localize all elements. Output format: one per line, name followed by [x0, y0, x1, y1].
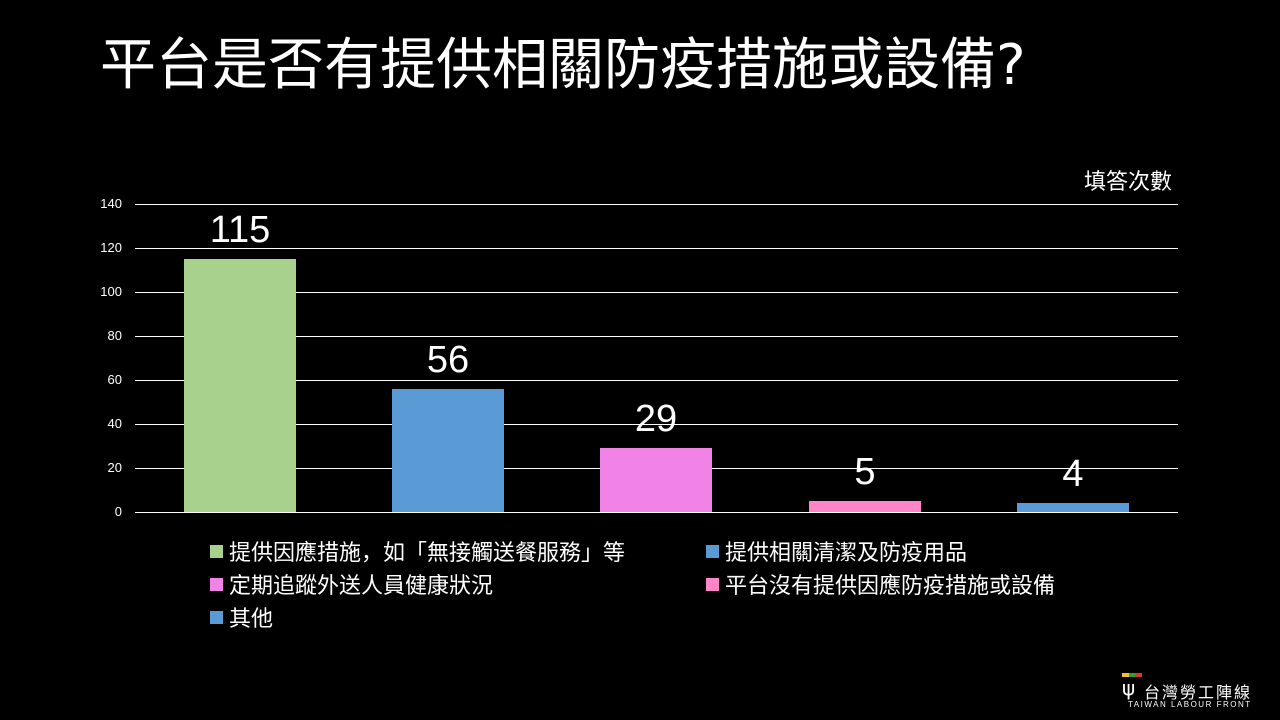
logo-stripe-segment [1135, 673, 1143, 677]
gridline [135, 424, 1178, 425]
legend-swatch-icon [706, 577, 719, 591]
y-tick-label: 60 [107, 372, 122, 387]
legend-item: 其他 [210, 601, 273, 633]
slide-title: 平台是否有提供相關防疫措施或設備? [100, 33, 1026, 98]
legend-item: 提供相關清潔及防疫用品 [706, 535, 967, 567]
data-label: 29 [634, 398, 678, 440]
bar [600, 448, 712, 512]
logo-stripe-segment [1128, 673, 1136, 677]
data-label: 4 [1062, 453, 1084, 495]
y-tick-label: 100 [100, 284, 122, 299]
legend-label: 提供相關清潔及防疫用品 [725, 541, 968, 566]
gridline [135, 292, 1178, 293]
gridline [135, 380, 1178, 381]
logo-stripe-segment [1122, 673, 1129, 677]
legend-item: 平台沒有提供因應防疫措施或設備 [706, 568, 1055, 600]
data-label: 56 [426, 339, 470, 381]
gridline [135, 336, 1178, 337]
gridline [135, 204, 1178, 205]
legend-label: 定期追蹤外送人員健康狀況 [229, 574, 494, 599]
y-tick-label: 140 [100, 196, 122, 211]
legend-label: 提供因應措施，如「無接觸送餐服務」等 [229, 541, 626, 566]
gridline [135, 512, 1178, 513]
bar [184, 259, 296, 512]
legend-label: 其他 [229, 607, 274, 632]
taiwan-labour-front-logo: ψ 台灣勞工陣線 TAIWAN LABOUR FRONT [1120, 673, 1270, 713]
logo-name-en: TAIWAN LABOUR FRONT [1128, 700, 1252, 709]
legend-swatch-icon [210, 577, 223, 591]
y-tick-label: 0 [114, 504, 122, 519]
legend-swatch-icon [706, 544, 719, 558]
legend-swatch-icon [210, 610, 223, 624]
legend-label: 平台沒有提供因應防疫措施或設備 [725, 574, 1056, 599]
data-label: 115 [209, 209, 271, 251]
y-tick-label: 80 [107, 328, 122, 343]
logo-stripe [1122, 673, 1143, 677]
psi-logo-icon: ψ [1122, 676, 1136, 700]
gridline [135, 248, 1178, 249]
y-axis-unit-label: 填答次數 [1083, 170, 1172, 195]
legend-item: 定期追蹤外送人員健康狀況 [210, 568, 493, 600]
y-tick-label: 20 [107, 460, 122, 475]
logo-name-cn: 台灣勞工陣線 [1144, 683, 1253, 702]
legend-item: 提供因應措施，如「無接觸送餐服務」等 [210, 535, 625, 567]
bar [809, 501, 921, 512]
legend-swatch-icon [210, 544, 223, 558]
bar [392, 389, 504, 512]
bar [1017, 503, 1129, 512]
y-tick-label: 40 [107, 416, 122, 431]
data-label: 5 [854, 451, 876, 493]
y-tick-label: 120 [100, 240, 122, 255]
